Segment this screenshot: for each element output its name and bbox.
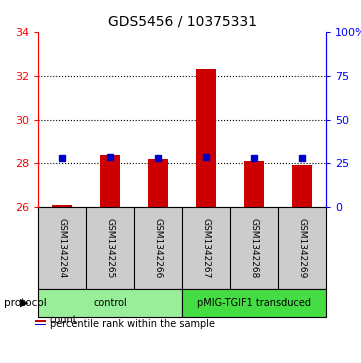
Text: percentile rank within the sample: percentile rank within the sample [50,319,215,329]
Text: pMIG-TGIF1 transduced: pMIG-TGIF1 transduced [197,298,311,308]
Bar [292,166,312,207]
Text: protocol: protocol [4,298,46,308]
Bar [100,155,119,207]
Bar [182,289,326,317]
Text: GSM1342264: GSM1342264 [57,218,66,278]
Bar [148,159,168,207]
Bar [35,324,46,325]
Text: control: control [93,298,127,308]
Bar [38,289,182,317]
Bar [35,320,46,322]
Text: GSM1342268: GSM1342268 [249,218,258,278]
Bar [196,69,216,207]
Text: ▶: ▶ [20,298,29,308]
Title: GDS5456 / 10375331: GDS5456 / 10375331 [108,14,257,28]
Text: count: count [50,315,78,325]
Text: GSM1342269: GSM1342269 [297,218,306,278]
Text: GSM1342265: GSM1342265 [105,218,114,278]
Text: GSM1342266: GSM1342266 [153,218,162,278]
Text: GSM1342267: GSM1342267 [201,218,210,278]
Bar [244,161,264,207]
Bar [52,205,71,207]
